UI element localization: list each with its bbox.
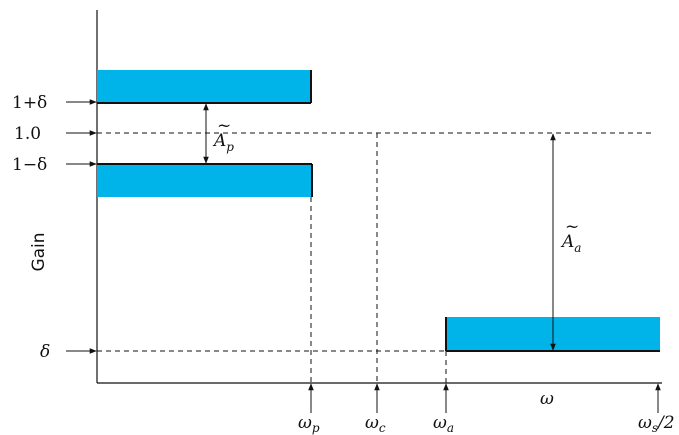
half-sampling-suffix: /2	[656, 413, 675, 433]
x-axis-symbol: ω	[540, 389, 554, 409]
cutoff-label: ωc	[365, 413, 386, 435]
stopband-edge-base: ω	[433, 413, 447, 433]
stop-level-label: δ	[40, 342, 50, 362]
stopband-attenuation-sub: a	[574, 241, 581, 255]
cutoff-sub: c	[379, 421, 386, 435]
passband-ripple-base: A	[212, 131, 226, 151]
stopband-edge-sub: a	[447, 421, 454, 435]
passband-upper-band	[97, 70, 311, 103]
stopband-attenuation-base: A	[560, 232, 574, 252]
passband-ripple-label: Ap	[212, 131, 234, 154]
passband-edge-base: ω	[298, 413, 312, 433]
y-axis-title: Gain	[29, 232, 49, 271]
passband-lower-band	[97, 164, 312, 197]
stopband-attenuation-accent: ~	[565, 217, 579, 237]
unity-level-label: 1.0	[14, 124, 41, 144]
upper-level-label: 1+δ	[12, 93, 47, 113]
passband-edge-sub: p	[312, 421, 320, 435]
lower-level-label: 1−δ	[12, 155, 47, 175]
half-sampling-base: ω	[638, 413, 652, 433]
passband-edge-label: ωp	[298, 413, 320, 435]
passband-ripple-accent: ~	[217, 116, 231, 136]
half-sampling-label: ωs/2	[638, 413, 675, 435]
half-sampling-sub: s	[652, 421, 658, 435]
stopband-attenuation-label: Aa	[560, 232, 581, 255]
stopband-edge-label: ωa	[433, 413, 454, 435]
passband-ripple-sub: p	[226, 140, 234, 154]
cutoff-base: ω	[365, 413, 379, 433]
